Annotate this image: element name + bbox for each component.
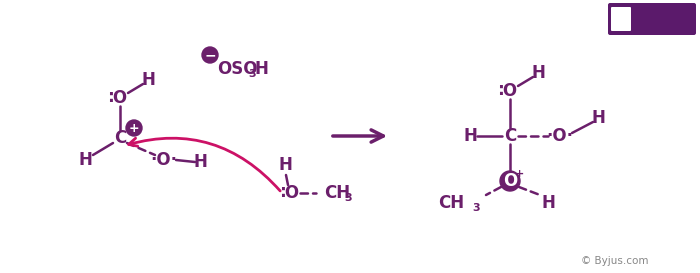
Text: B: B xyxy=(617,14,625,24)
Text: © Byjus.com: © Byjus.com xyxy=(581,256,649,266)
Text: H: H xyxy=(141,71,155,89)
FancyBboxPatch shape xyxy=(611,7,631,31)
FancyBboxPatch shape xyxy=(608,3,696,35)
Text: H: H xyxy=(463,127,477,145)
Text: CH: CH xyxy=(438,194,464,212)
Text: 3: 3 xyxy=(248,69,256,79)
Text: 3: 3 xyxy=(344,193,351,203)
Text: C: C xyxy=(504,127,516,145)
Text: O: O xyxy=(503,172,517,190)
Circle shape xyxy=(500,171,520,191)
Text: −: − xyxy=(204,48,216,62)
Text: ∶O: ∶O xyxy=(281,184,300,202)
Text: OSO: OSO xyxy=(217,60,258,78)
Text: H: H xyxy=(78,151,92,169)
Text: H: H xyxy=(193,153,207,171)
Text: H: H xyxy=(591,109,605,127)
Text: +: + xyxy=(515,169,524,179)
Text: H: H xyxy=(278,156,292,174)
Text: +: + xyxy=(129,121,139,135)
Text: 3: 3 xyxy=(473,203,480,213)
Text: C: C xyxy=(114,129,126,147)
Text: ·O·: ·O· xyxy=(547,127,573,145)
Text: H: H xyxy=(531,64,545,82)
Text: The Learning App: The Learning App xyxy=(634,22,690,26)
Text: CH: CH xyxy=(324,184,350,202)
Text: ∶O: ∶O xyxy=(108,89,127,107)
Text: ·O·: ·O· xyxy=(150,151,178,169)
Text: H: H xyxy=(541,194,555,212)
Circle shape xyxy=(126,120,142,136)
Text: ∶O: ∶O xyxy=(498,82,517,100)
Text: BYJU'S: BYJU'S xyxy=(642,9,682,19)
Circle shape xyxy=(202,47,218,63)
Text: H: H xyxy=(254,60,268,78)
